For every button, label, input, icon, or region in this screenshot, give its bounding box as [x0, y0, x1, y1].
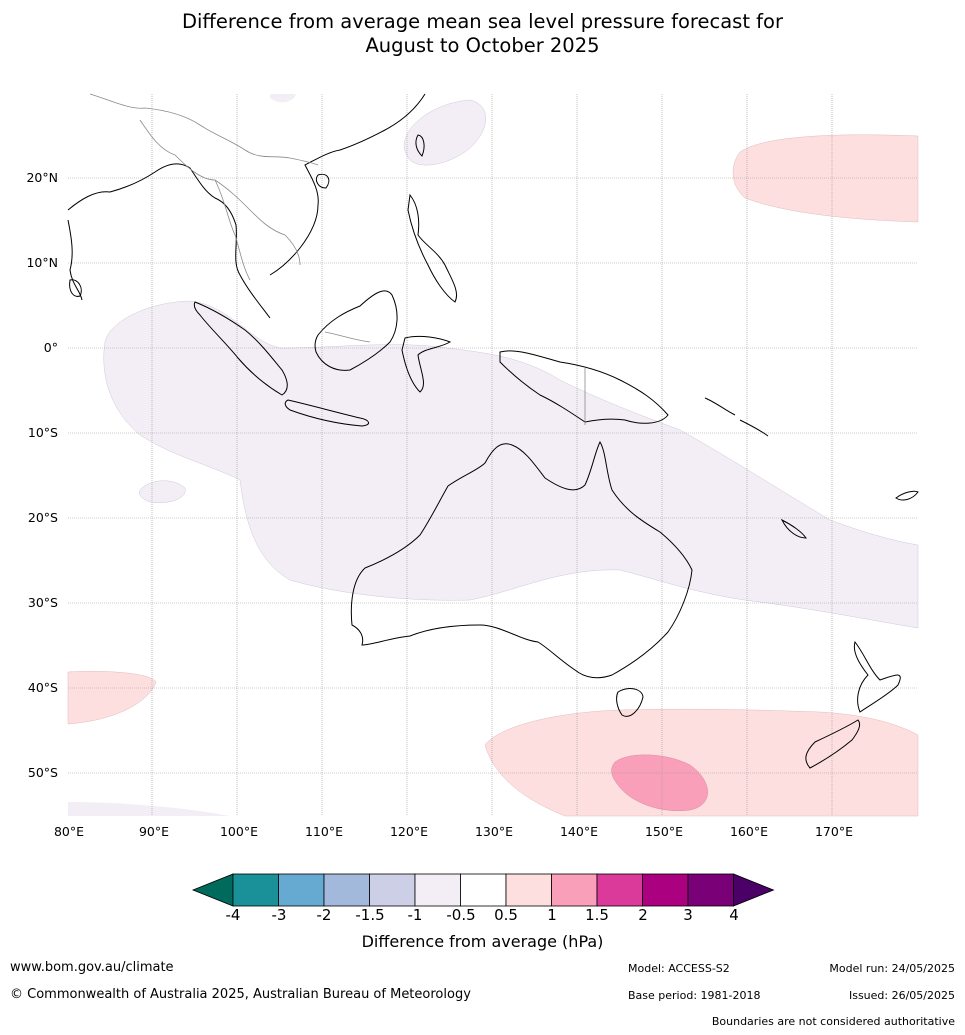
lon-label-110e: 110°E	[305, 824, 343, 839]
map-area: 20°N 10°N 0° 10°S 20°S 30°S 40°S 50°S 80…	[0, 80, 965, 850]
lon-label-150e: 150°E	[645, 824, 683, 839]
negative-anomaly-region-bottom	[68, 802, 230, 816]
positive-anomaly-region-west	[67, 671, 157, 725]
lon-label-140e: 140°E	[560, 824, 598, 839]
colorbar-tick: -4	[225, 906, 241, 924]
colorbar	[190, 872, 775, 912]
borneo-outline	[314, 290, 398, 371]
lon-label-130e: 130°E	[475, 824, 513, 839]
negative-anomaly-region	[103, 300, 919, 629]
anomaly-fills	[67, 94, 919, 817]
issued-text: Issued: 26/05/2025	[848, 989, 955, 1002]
model-text: Model: ACCESS-S2	[628, 962, 730, 975]
solomon-islands	[704, 397, 769, 437]
colorbar-tick: 2	[638, 906, 648, 924]
colorbar-tick: 0.5	[494, 906, 518, 924]
lat-label-20s: 20°S	[28, 510, 58, 525]
colorbar-svg	[191, 873, 775, 907]
model-run-text: Model run: 24/05/2025	[829, 962, 955, 975]
lat-label-10n: 10°N	[26, 255, 58, 270]
colorbar-tick: -1.5	[355, 906, 385, 924]
colorbar-tick: 4	[729, 906, 739, 924]
copyright-text: © Commonwealth of Australia 2025, Austra…	[10, 987, 471, 1002]
title-line-2: August to October 2025	[365, 34, 600, 57]
longitude-labels: 80°E 90°E 100°E 110°E 120°E 130°E 140°E …	[54, 824, 853, 839]
colorbar-segment	[687, 873, 734, 907]
new-caledonia-outline	[780, 518, 807, 539]
colorbar-under-triangle	[191, 873, 234, 907]
colorbar-tick: -2	[316, 906, 332, 924]
colorbar-over-triangle	[733, 873, 775, 907]
colorbar-segment	[414, 873, 461, 907]
negative-anomaly-region-north	[403, 99, 486, 166]
chart-title: Difference from average mean sea level p…	[0, 10, 965, 58]
taiwan-outline	[415, 134, 425, 157]
colorbar-segment	[596, 873, 643, 907]
latitude-labels: 20°N 10°N 0° 10°S 20°S 30°S 40°S 50°S	[26, 170, 58, 780]
new-zealand-north-island	[853, 640, 901, 713]
fiji-outline	[895, 490, 919, 501]
colorbar-tick: 1.5	[585, 906, 609, 924]
base-period-text: Base period: 1981-2018	[628, 989, 761, 1002]
negative-anomaly-region-small	[139, 480, 186, 503]
lon-label-80e: 80°E	[54, 824, 84, 839]
graticule	[68, 94, 918, 816]
map-svg: 20°N 10°N 0° 10°S 20°S 30°S 40°S 50°S 80…	[26, 93, 919, 839]
colorbar-tick: -3	[271, 906, 287, 924]
sulawesi-outline	[401, 335, 452, 393]
new-zealand-south-island	[805, 719, 861, 769]
hainan-outline	[315, 173, 330, 189]
sri-lanka-outline	[69, 279, 82, 297]
title-line-1: Difference from average mean sea level p…	[182, 10, 783, 33]
philippines-outline	[407, 193, 458, 303]
positive-anomaly-region-core	[611, 754, 708, 811]
positive-anomaly-region-south	[484, 708, 919, 817]
lat-label-0: 0°	[44, 340, 58, 355]
colorbar-segment	[323, 873, 370, 907]
coastlines	[67, 93, 919, 769]
lat-label-10s: 10°S	[28, 425, 58, 440]
lon-label-160e: 160°E	[730, 824, 768, 839]
lon-label-100e: 100°E	[220, 824, 258, 839]
lon-label-90e: 90°E	[139, 824, 169, 839]
lat-label-40s: 40°S	[28, 680, 58, 695]
new-guinea-outline	[499, 350, 669, 424]
australia-outline	[350, 440, 693, 679]
colorbar-segment	[278, 873, 325, 907]
colorbar-segment	[642, 873, 689, 907]
colorbar-tick: -1	[407, 906, 423, 924]
lat-label-50s: 50°S	[28, 765, 58, 780]
lon-label-170e: 170°E	[815, 824, 853, 839]
tasmania-outline	[616, 688, 644, 717]
colorbar-label: Difference from average (hPa)	[361, 932, 604, 951]
colorbar-tick: 3	[683, 906, 693, 924]
disclaimer-text: Boundaries are not considered authoritat…	[711, 1015, 955, 1028]
colorbar-segment	[505, 873, 552, 907]
colorbar-segment	[232, 873, 279, 907]
lat-label-20n: 20°N	[26, 170, 58, 185]
colorbar-segment	[551, 873, 598, 907]
colorbar-segment	[369, 873, 416, 907]
india-coast	[67, 219, 83, 301]
negative-anomaly-region-top	[270, 94, 296, 103]
lon-label-120e: 120°E	[390, 824, 428, 839]
java-outline	[284, 399, 369, 427]
sumatra-outline	[193, 301, 288, 396]
colorbar-tick: -0.5	[446, 906, 476, 924]
website-link[interactable]: www.bom.gov.au/climate	[10, 960, 174, 975]
colorbar-ticks: -4 -3 -2 -1.5 -1 -0.5 0.5 1 1.5 2 3 4	[0, 906, 965, 926]
asia-mainland-coast	[67, 93, 426, 319]
country-borders	[89, 93, 586, 425]
lat-label-30s: 30°S	[28, 595, 58, 610]
positive-anomaly-region-northeast	[732, 134, 919, 223]
colorbar-segment	[460, 873, 507, 907]
colorbar-tick: 1	[547, 906, 557, 924]
